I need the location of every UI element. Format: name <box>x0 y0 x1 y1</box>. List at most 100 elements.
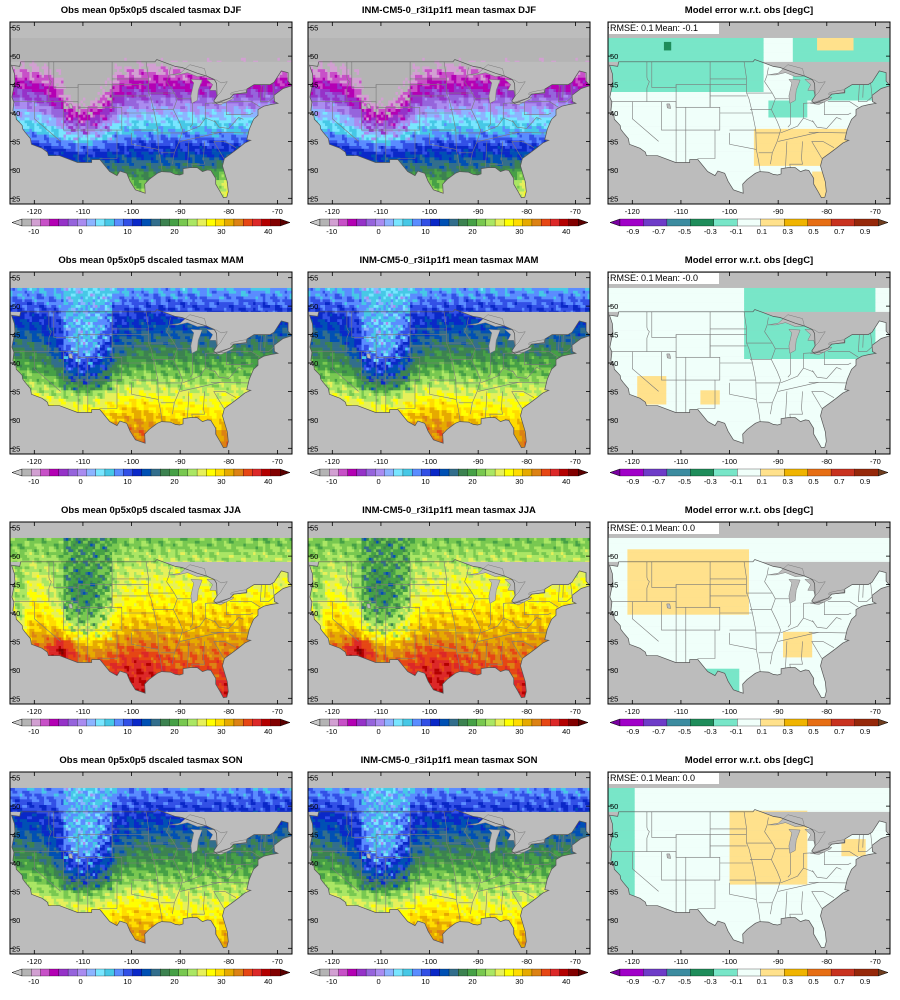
state-border <box>697 311 721 409</box>
colorbar-under-arrow <box>609 468 621 477</box>
colorbar-swatch <box>559 218 570 227</box>
coastline <box>608 59 891 199</box>
state-border <box>226 601 254 615</box>
colorbar-swatch <box>411 468 422 477</box>
state-border <box>808 132 847 134</box>
state-border <box>811 391 823 409</box>
x-tick-label: -90 <box>473 207 484 216</box>
x-tick-label: -90 <box>175 207 186 216</box>
colorbar-swatch <box>338 968 348 977</box>
y-tick-label: 50 <box>310 552 318 561</box>
y-tick-label: 40 <box>12 859 20 868</box>
state-border <box>213 391 225 409</box>
lake <box>68 103 74 109</box>
colorbar-swatch <box>58 718 69 727</box>
y-tick-label: 45 <box>310 331 318 340</box>
colorbar-label: 0.9 <box>860 727 870 736</box>
state-border <box>870 82 873 96</box>
x-tick-label: -110 <box>674 957 688 966</box>
state-border <box>489 891 503 918</box>
colorbar-swatch <box>150 218 161 227</box>
colorbar-swatch <box>760 218 785 227</box>
colorbar-label: 30 <box>217 727 225 736</box>
panel-title: INM-CM5-0_r3i1p1f1 mean tasmax SON <box>361 755 538 766</box>
colorbar-swatch <box>150 718 161 727</box>
state-border <box>260 84 275 102</box>
colorbar-swatch <box>21 968 32 977</box>
state-border <box>778 882 819 892</box>
y-tick-label: 35 <box>12 137 20 146</box>
state-border <box>189 603 193 628</box>
x-tick-label: -110 <box>674 707 688 716</box>
colorbar-swatch <box>430 968 441 977</box>
colorbar-label: -0.9 <box>626 477 639 486</box>
x-tick-label: -100 <box>422 957 437 966</box>
x-tick-label: -80 <box>223 457 234 466</box>
colorbar-swatch <box>531 218 542 227</box>
x-tick-label: -120 <box>27 207 42 216</box>
state-border <box>145 61 163 172</box>
colorbar-label: -0.5 <box>678 477 691 486</box>
state-border <box>332 601 359 642</box>
map-panel: INM-CM5-0_r3i1p1f1 mean tasmax JJA -120 -1… <box>307 505 591 736</box>
state-border <box>99 61 123 159</box>
state-border <box>48 311 52 352</box>
map-panel: Model error w.r.t. obs [degC] -120 -110 -10… <box>607 755 891 986</box>
colorbar-swatch <box>338 718 348 727</box>
colorbar-under-arrow <box>609 968 621 977</box>
colorbar-swatch <box>49 218 60 227</box>
colorbar-label: -0.9 <box>626 727 639 736</box>
y-tick-label: 30 <box>610 416 618 425</box>
stats-box <box>609 523 719 534</box>
state-border <box>527 851 559 858</box>
state-border <box>729 382 757 400</box>
y-tick-label: 40 <box>610 109 618 118</box>
state-border <box>787 603 791 628</box>
x-tick-label: -80 <box>521 957 532 966</box>
x-tick-label: -110 <box>76 457 90 466</box>
x-tick-label: -120 <box>27 707 42 716</box>
state-border <box>527 601 559 608</box>
colorbar-label: 0.3 <box>782 727 792 736</box>
state-border <box>811 367 842 379</box>
colorbar-label: 0 <box>377 727 381 736</box>
state-border <box>229 601 261 608</box>
colorbar-label: -0.1 <box>730 227 743 236</box>
state-border <box>485 891 488 918</box>
colorbar-under-arrow <box>609 718 621 727</box>
colorbar-label: 40 <box>264 477 272 486</box>
state-border <box>213 391 237 398</box>
state-border <box>34 601 61 642</box>
y-tick-label: 35 <box>610 637 618 646</box>
state-border <box>361 351 415 381</box>
colorbar-swatch <box>270 718 281 727</box>
colorbar-swatch <box>531 968 542 977</box>
coastline <box>308 59 591 199</box>
y-tick-label: 25 <box>310 694 318 703</box>
state-border <box>785 891 788 918</box>
x-tick-label: -90 <box>773 957 784 966</box>
colorbar-label: 40 <box>562 227 570 236</box>
x-tick-label: -100 <box>422 457 437 466</box>
colorbar-swatch <box>458 968 468 977</box>
colorbar-swatch <box>58 468 69 477</box>
state-border <box>870 582 873 596</box>
colorbar-swatch <box>67 218 78 227</box>
state-border <box>646 311 650 352</box>
lake <box>666 853 672 859</box>
colorbar-label: -0.3 <box>704 727 717 736</box>
colorbar-swatch <box>252 718 262 727</box>
state-border <box>858 334 873 352</box>
colorbar-swatch <box>713 968 738 977</box>
colorbar-swatch <box>375 968 385 977</box>
colorbar-swatch <box>233 718 244 727</box>
state-border <box>778 632 819 642</box>
colorbar-label: 0 <box>79 727 83 736</box>
state-border <box>397 311 421 409</box>
x-tick-label: -90 <box>473 957 484 966</box>
colorbar-swatch <box>187 218 198 227</box>
state-border <box>780 617 804 634</box>
colorbar-label: -0.3 <box>704 477 717 486</box>
x-tick-label: -100 <box>422 207 437 216</box>
colorbar-over-arrow <box>279 218 291 227</box>
